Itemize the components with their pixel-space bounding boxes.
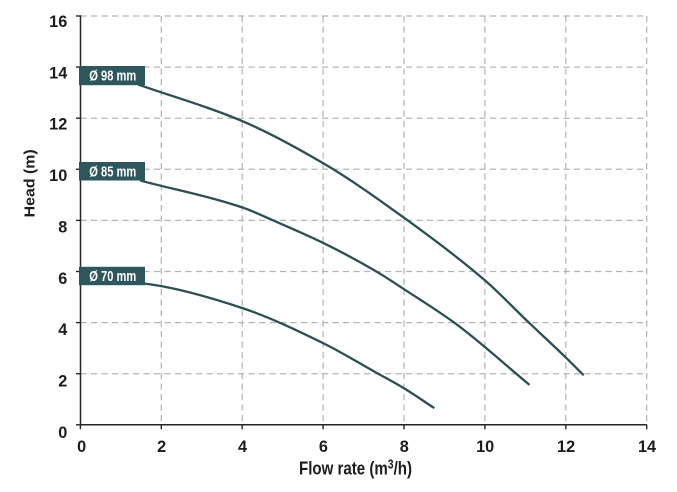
svg-text:14: 14 (49, 64, 67, 82)
svg-text:Flow rate (m3/h): Flow rate (m3/h) (299, 458, 412, 479)
svg-text:4: 4 (238, 438, 247, 456)
svg-text:8: 8 (58, 219, 67, 237)
svg-text:4: 4 (58, 321, 67, 339)
svg-text:12: 12 (49, 116, 67, 134)
svg-text:2: 2 (58, 373, 67, 391)
svg-text:8: 8 (400, 438, 409, 456)
svg-text:6: 6 (58, 270, 67, 288)
svg-text:2: 2 (157, 438, 166, 456)
svg-text:Ø 98 mm: Ø 98 mm (89, 69, 136, 85)
svg-text:0: 0 (77, 438, 86, 456)
svg-text:Ø 70 mm: Ø 70 mm (89, 269, 136, 285)
svg-text:10: 10 (476, 438, 494, 456)
svg-text:6: 6 (319, 438, 328, 456)
svg-text:10: 10 (49, 167, 67, 185)
svg-text:14: 14 (638, 438, 656, 456)
svg-text:Ø 85 mm: Ø 85 mm (89, 164, 136, 180)
svg-text:16: 16 (49, 13, 67, 31)
svg-text:Head (m): Head (m) (22, 149, 39, 217)
svg-text:12: 12 (557, 438, 575, 456)
svg-text:0: 0 (58, 424, 67, 442)
